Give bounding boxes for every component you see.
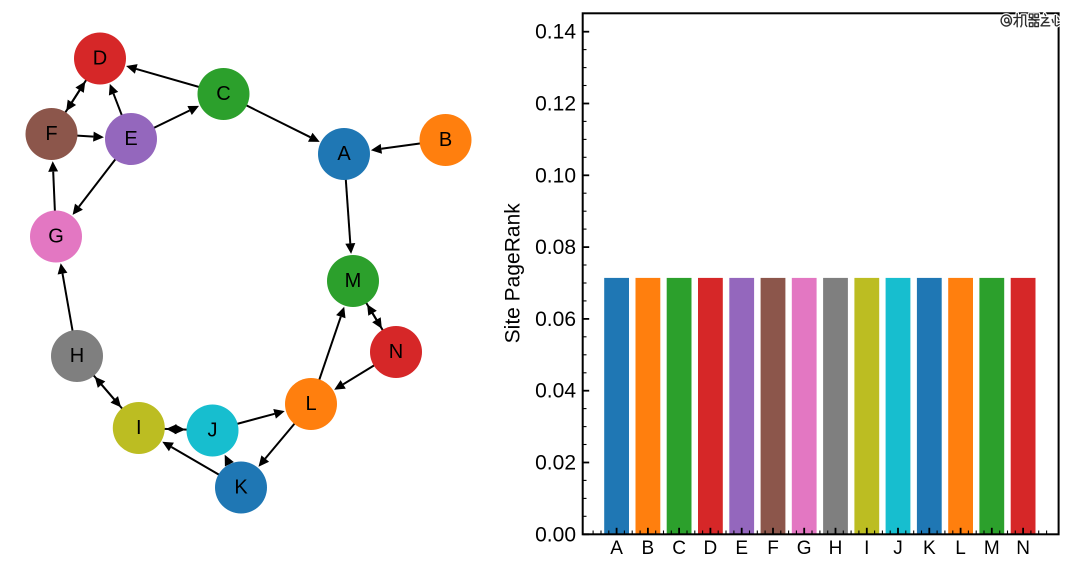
svg-text:E: E xyxy=(124,128,137,150)
svg-text:J: J xyxy=(208,420,218,442)
svg-text:L: L xyxy=(955,538,966,559)
svg-text:H: H xyxy=(829,538,843,559)
svg-text:L: L xyxy=(305,393,316,415)
svg-text:0.08: 0.08 xyxy=(535,236,576,259)
svg-text:F: F xyxy=(767,538,779,559)
svg-text:N: N xyxy=(1016,538,1030,559)
svg-text:M: M xyxy=(345,270,362,292)
svg-text:E: E xyxy=(735,538,748,559)
svg-text:C: C xyxy=(672,538,686,559)
svg-text:Site PageRank: Site PageRank xyxy=(501,203,524,344)
svg-text:0.14: 0.14 xyxy=(535,21,576,44)
svg-text:K: K xyxy=(923,538,936,559)
svg-text:I: I xyxy=(136,417,142,439)
svg-text:D: D xyxy=(704,538,718,559)
svg-text:K: K xyxy=(234,477,248,499)
svg-text:0.00: 0.00 xyxy=(535,523,576,546)
svg-text:M: M xyxy=(984,538,1000,559)
svg-text:D: D xyxy=(93,48,107,70)
svg-text:B: B xyxy=(439,129,452,151)
svg-text:0.12: 0.12 xyxy=(535,93,576,116)
svg-text:F: F xyxy=(45,123,57,145)
svg-text:0.10: 0.10 xyxy=(535,164,576,187)
svg-text:0.02: 0.02 xyxy=(535,452,576,475)
svg-text:I: I xyxy=(864,538,869,559)
svg-text:0.04: 0.04 xyxy=(535,380,576,403)
svg-text:C: C xyxy=(216,83,230,105)
svg-text:H: H xyxy=(70,345,84,367)
svg-text:N: N xyxy=(389,341,403,363)
svg-text:A: A xyxy=(337,143,351,165)
svg-text:0.06: 0.06 xyxy=(535,308,576,331)
svg-text:B: B xyxy=(642,538,655,559)
svg-text:J: J xyxy=(893,538,903,559)
svg-text:G: G xyxy=(48,226,64,248)
svg-text:A: A xyxy=(610,538,623,559)
svg-text:G: G xyxy=(797,538,812,559)
